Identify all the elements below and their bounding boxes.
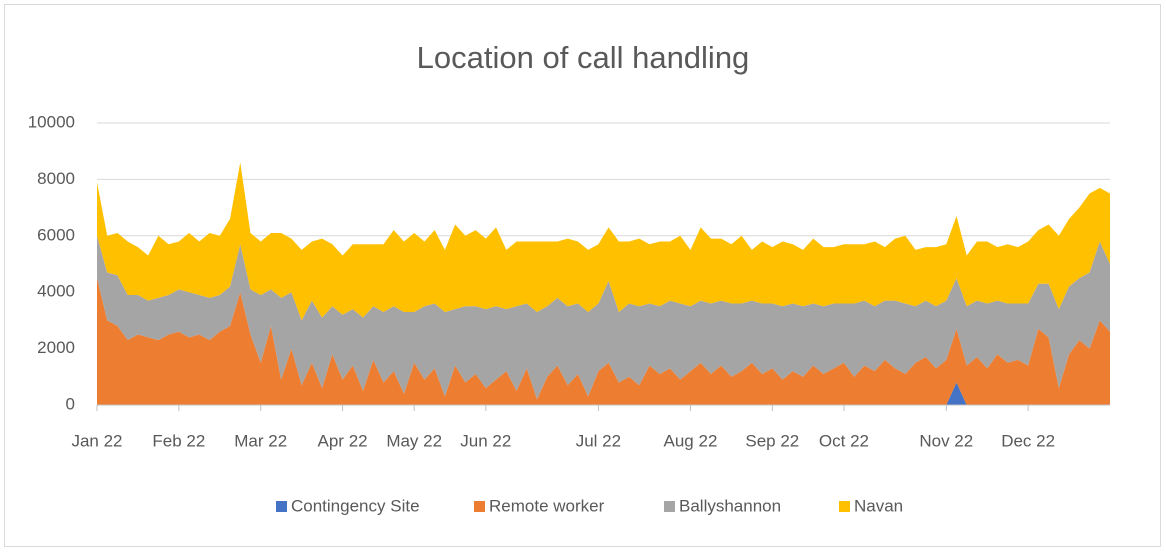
legend-swatch [474, 501, 485, 512]
x-tick-label: Jan 22 [71, 431, 122, 450]
legend-label: Remote worker [489, 496, 605, 515]
x-tick-label: Sep 22 [745, 431, 799, 450]
chart-title: Location of call handling [417, 40, 750, 75]
x-tick-label: Nov 22 [919, 431, 973, 450]
x-tick-label: Feb 22 [152, 431, 205, 450]
area [97, 235, 1110, 400]
legend-label: Ballyshannon [679, 496, 781, 515]
y-tick-label: 2000 [37, 338, 75, 357]
x-tick-label: May 22 [386, 431, 442, 450]
x-tick-label: Apr 22 [318, 431, 368, 450]
area [97, 162, 1110, 321]
legend-swatch [839, 501, 850, 512]
y-tick-label: 10000 [28, 112, 75, 131]
x-tick-label: Dec 22 [1001, 431, 1055, 450]
y-tick-label: 8000 [37, 169, 75, 188]
x-tick-label: Jun 22 [460, 431, 511, 450]
y-tick-label: 4000 [37, 282, 75, 301]
legend-swatch [276, 501, 287, 512]
x-tick-label: Oct 22 [819, 431, 869, 450]
y-tick-label: 0 [66, 394, 75, 413]
legend-swatch [664, 501, 675, 512]
legend-label: Contingency Site [291, 496, 420, 515]
area [97, 278, 1110, 405]
x-tick-label: Aug 22 [664, 431, 718, 450]
x-tick-label: Mar 22 [234, 431, 287, 450]
x-tick-label: Jul 22 [576, 431, 621, 450]
y-tick-label: 6000 [37, 225, 75, 244]
legend-label: Navan [854, 496, 903, 515]
